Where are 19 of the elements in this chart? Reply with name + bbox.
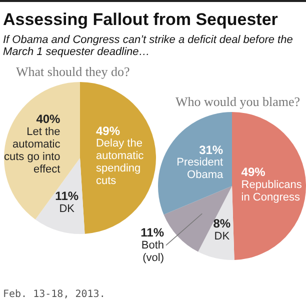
slice-label: Delay the automatic spending cuts [96,138,144,188]
text: Feb. 13-18, 2013. [3,289,106,300]
slice-label: President Obama [176,156,224,182]
data-label: 40% [36,112,61,126]
data-label: 49% [241,165,266,180]
data-label: 8% [213,216,231,231]
data-label: 11% [140,226,164,240]
data-label: 31% [199,143,224,158]
slice-label: Let the automatic cuts go into effect [4,126,61,176]
data-label: 11% [55,189,79,204]
text: Assessing Fallout from Sequester [3,10,278,30]
chart-title: What should they do? [16,64,130,80]
data-label: 49% [96,124,120,138]
text: If Obama and Congress can’t strike a deficit deal before the March 1 sequester deadline… [3,34,294,58]
slice-label: DK [59,202,76,215]
slice-label: DK [214,230,230,242]
slice-label: Both (vol) [141,239,164,264]
slice-label: Republicans in Congress [241,178,302,204]
chart-title: Who would you blame? [175,94,300,110]
